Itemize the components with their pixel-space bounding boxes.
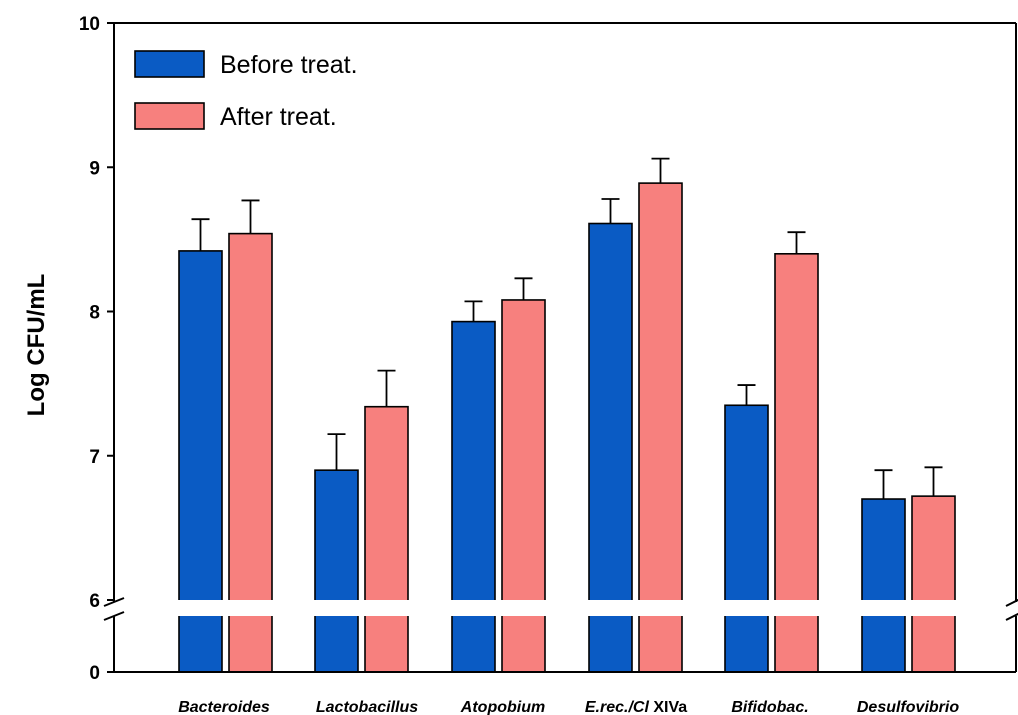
- break-mark-left-top: [103, 597, 125, 607]
- x-category-label: Desulfovibrio: [857, 699, 959, 715]
- bar-before-2: [314, 469, 359, 673]
- y-tick-label: 6: [89, 591, 100, 612]
- error-bar: [737, 384, 756, 406]
- axes-layer: [103, 22, 1018, 673]
- x-categories-layer: Bacteroides Lactobacillus Atopobium E.rec./…: [178, 699, 959, 715]
- bar-after-6: [911, 495, 956, 673]
- y-tick-label: 7: [89, 447, 100, 468]
- axis-break-layer: [104, 600, 1018, 616]
- bar-before-3: [451, 320, 496, 673]
- y-axis-label: Log CFU/mL: [23, 274, 50, 417]
- x-category-label: Lactobacillus: [316, 699, 418, 715]
- break-mark-right-top: [1005, 598, 1018, 607]
- bar-before-6: [861, 498, 906, 673]
- x-category-label: E.rec./Cl XIVa: [585, 699, 687, 715]
- legend-label: Before treat.: [220, 51, 358, 79]
- bar-after-1: [228, 232, 273, 673]
- error-bars-layer: [191, 157, 943, 500]
- break-mark-right-bottom: [1005, 612, 1018, 621]
- legend-item-before: Before treat.: [134, 50, 358, 79]
- error-bar: [514, 277, 533, 300]
- bar-after-4: [638, 182, 683, 673]
- y-ticks-layer: 10 9 8 7 6 0: [79, 14, 114, 684]
- error-bar: [651, 157, 670, 184]
- legend-swatch: [134, 50, 205, 78]
- break-mark-left-bottom: [103, 611, 125, 621]
- x-category-label: Bifidobac.: [731, 699, 808, 715]
- y-tick-label: 8: [89, 303, 100, 324]
- y-tick-label: 0: [89, 663, 100, 684]
- error-bar: [377, 369, 396, 407]
- legend-label: After treat.: [220, 103, 337, 131]
- axis-break-gap: [104, 600, 1018, 616]
- error-bar: [191, 218, 210, 251]
- y-tick-label: 9: [89, 158, 100, 179]
- legend: Before treat. After treat.: [134, 50, 358, 131]
- error-bar: [241, 199, 260, 234]
- x-category-label: Atopobium: [460, 699, 545, 715]
- error-bar: [874, 469, 893, 500]
- legend-item-after: After treat.: [134, 102, 337, 131]
- y-tick-label: 10: [79, 14, 100, 35]
- bar-after-3: [501, 299, 546, 673]
- error-bar: [601, 198, 620, 224]
- error-bar: [327, 433, 346, 471]
- bars-layer: [178, 182, 956, 673]
- error-bar: [464, 300, 483, 322]
- legend-swatch: [134, 102, 205, 130]
- bar-before-5: [724, 404, 769, 673]
- x-category-label: Bacteroides: [178, 699, 270, 715]
- error-bar: [924, 466, 943, 497]
- error-bar: [787, 231, 806, 254]
- bar-after-2: [364, 405, 409, 673]
